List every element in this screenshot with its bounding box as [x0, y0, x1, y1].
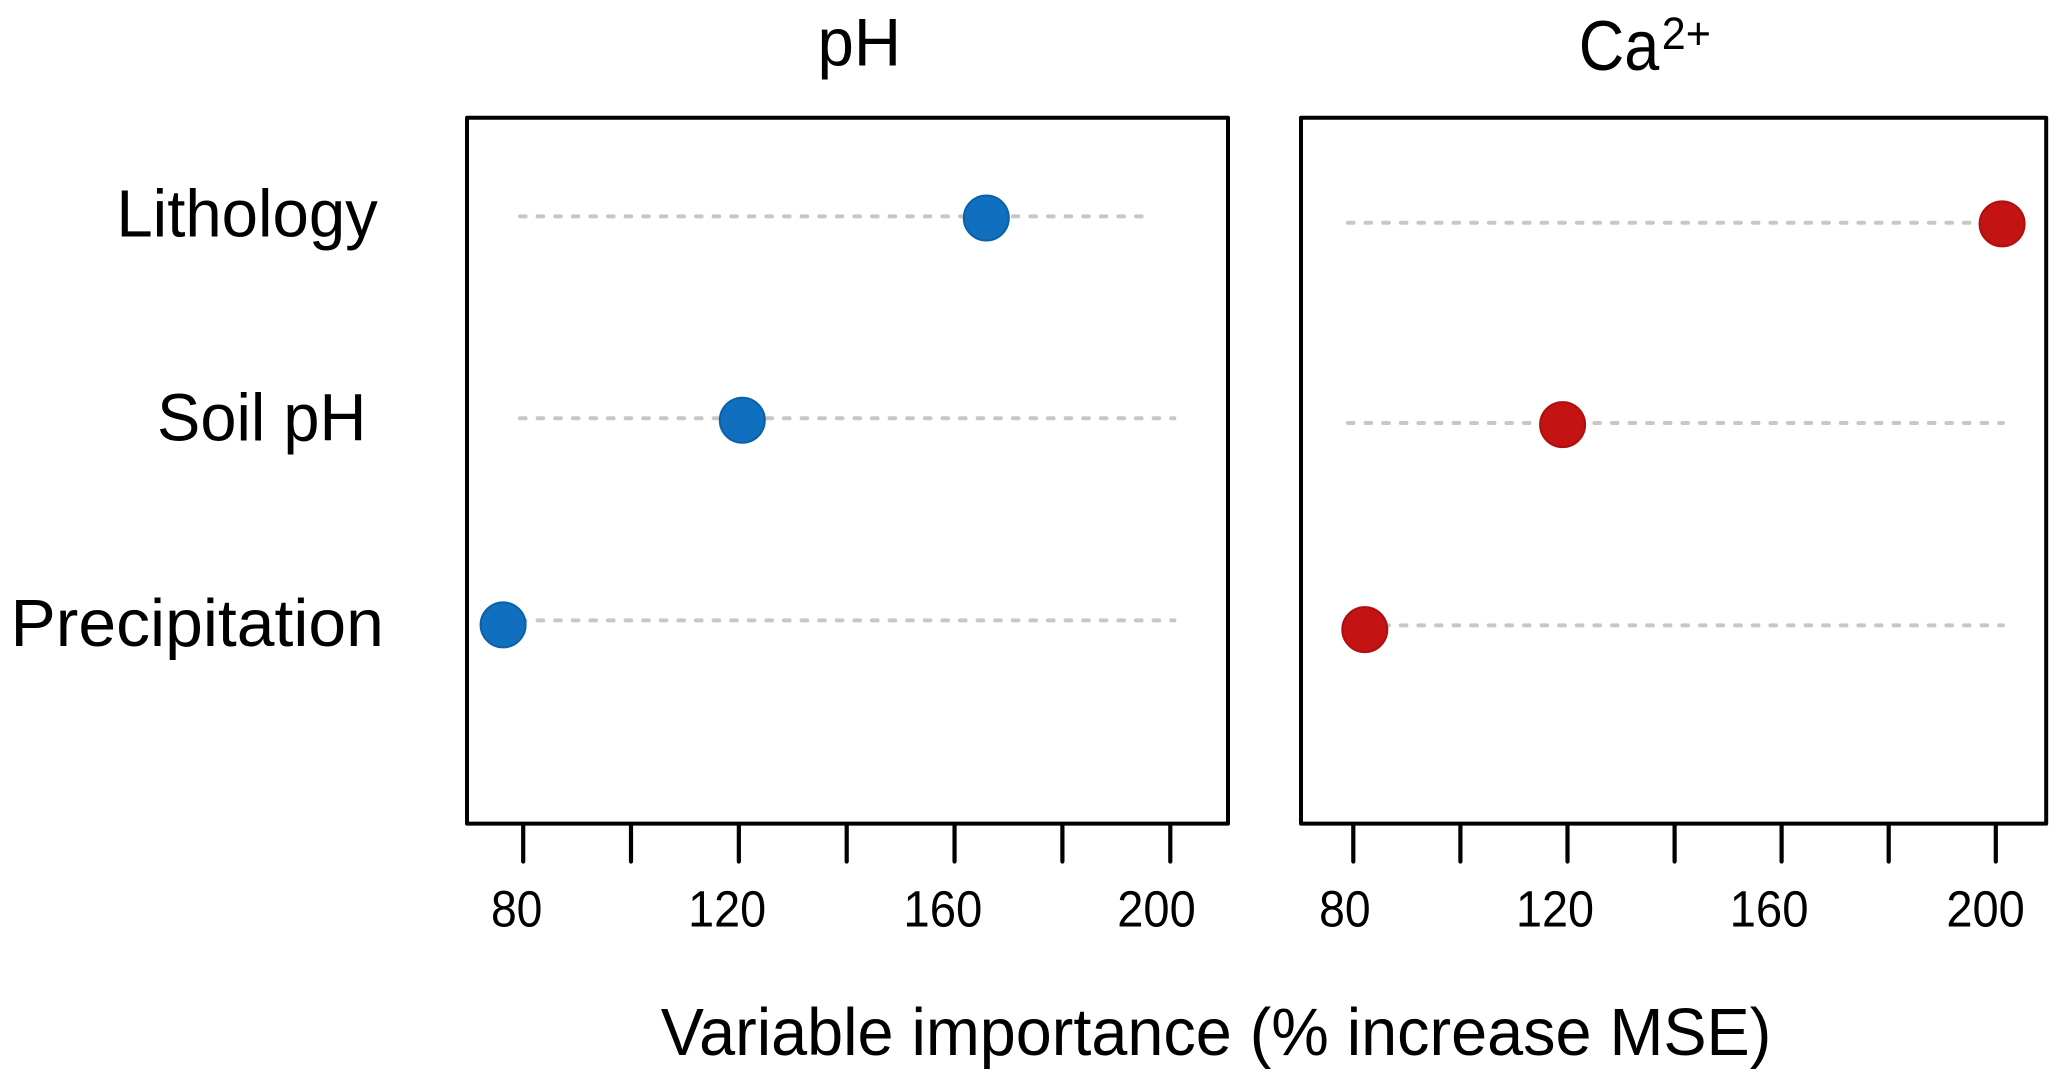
svg-text:200: 200: [1946, 881, 2025, 938]
svg-text:80: 80: [1319, 881, 1371, 938]
svg-text:2+: 2+: [1662, 8, 1711, 59]
svg-text:120: 120: [688, 881, 766, 938]
svg-text:Soil pH: Soil pH: [157, 381, 366, 455]
svg-text:200: 200: [1117, 881, 1196, 938]
svg-text:Precipitation: Precipitation: [11, 587, 384, 661]
svg-text:Variable importance (% increas: Variable importance (% increase MSE): [661, 995, 1772, 1070]
svg-text:160: 160: [903, 881, 982, 938]
svg-text:160: 160: [1730, 881, 1809, 938]
svg-text:80: 80: [491, 881, 543, 938]
svg-text:120: 120: [1516, 881, 1594, 938]
svg-text:Lithology: Lithology: [116, 178, 378, 252]
svg-text:pH: pH: [818, 5, 902, 81]
svg-text:Ca: Ca: [1579, 6, 1660, 85]
